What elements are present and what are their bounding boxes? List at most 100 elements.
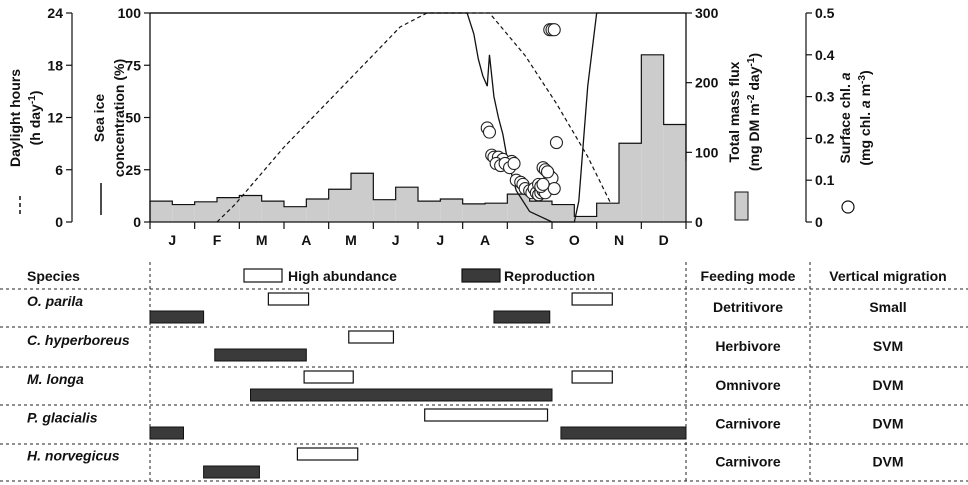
chl-legend-marker (841, 200, 855, 214)
chl-title-line1: Surface chl. a (837, 72, 853, 163)
daylight-line (216, 12, 611, 223)
tick-label: 0.5 (815, 5, 835, 21)
tick-label: 300 (695, 5, 719, 21)
sea-ice-title-line2: concentration (%) (111, 59, 127, 177)
month-label: F (213, 232, 222, 248)
flux-bar (373, 199, 396, 222)
header-species: Species (27, 268, 80, 284)
high-abundance-bar (571, 292, 613, 306)
chl-point (536, 177, 550, 191)
reproduction-bar (214, 348, 307, 362)
mass-flux-title-line2: (mg DM m-2 day-1) (746, 53, 762, 171)
flux-bar (619, 143, 642, 222)
month-label: J (436, 232, 444, 248)
high-abundance-bar (296, 447, 359, 461)
chl-title-line2: (mg chl. a m-3) (857, 70, 873, 165)
vertical-migration: DVM (872, 377, 903, 393)
high-abundance-bar (348, 330, 395, 344)
chl-point (482, 125, 497, 139)
tick-label: 25 (125, 162, 141, 178)
tick-label: 0.3 (815, 89, 835, 105)
month-label: J (392, 232, 400, 248)
axis-mass-flux: 0 100 200 300 (686, 5, 719, 230)
reproduction-bar (250, 388, 553, 402)
sea-ice-title-line1: Sea ice (91, 94, 107, 142)
legend-high-swatch (243, 268, 283, 283)
flux-bar (217, 197, 240, 222)
species-name: H. norvegicus (27, 448, 120, 464)
month-label: S (525, 232, 534, 248)
flux-bar (440, 199, 463, 222)
mass-flux-legend-swatch (734, 191, 749, 221)
header-repro: Reproduction (504, 268, 595, 284)
reproduction-bar (149, 426, 184, 440)
chl-axis-title: Surface chl. a (mg chl. a m-3) (837, 70, 873, 214)
high-abundance-bar (424, 408, 549, 422)
header-feeding: Feeding mode (701, 268, 796, 284)
species-name: C. hyperboreus (27, 332, 130, 348)
flux-bar (663, 124, 686, 222)
flux-bar (641, 54, 664, 222)
month-label: M (345, 232, 357, 248)
feeding-mode: Carnivore (715, 416, 781, 432)
month-label: J (168, 232, 176, 248)
flux-bar (418, 201, 441, 222)
tick-label: 12 (47, 110, 63, 126)
axis-daylight: 0 6 12 18 24 (47, 5, 73, 230)
feeding-mode: Omnivore (715, 377, 781, 393)
tick-label: 200 (695, 75, 719, 91)
high-abundance-bar (303, 370, 354, 384)
month-label: O (569, 232, 580, 248)
flux-bar (395, 187, 418, 222)
tick-label: 0.1 (815, 172, 835, 188)
month-label: A (480, 232, 490, 248)
daylight-axis-title: Daylight hours (h day-1) (7, 69, 43, 216)
tick-label: 0.2 (815, 130, 835, 146)
mass-flux-title-line1: Total mass flux (726, 61, 742, 162)
sea-ice-axis-title: Sea ice concentration (%) (91, 59, 127, 215)
chl-point (540, 165, 555, 179)
flux-bar (507, 194, 530, 222)
high-abundance-bar (571, 370, 613, 384)
reproduction-bar (560, 426, 687, 440)
tick-label: 100 (118, 5, 142, 21)
daylight-title-line2: (h day-1) (27, 91, 43, 146)
species-name: M. longa (27, 371, 84, 387)
chl-point (507, 156, 521, 171)
feeding-mode: Carnivore (715, 454, 781, 470)
month-label: A (301, 232, 311, 248)
vertical-migration: SVM (873, 338, 903, 354)
flux-bar (485, 203, 508, 222)
high-abundance-bar (267, 292, 310, 306)
flux-bar (328, 189, 351, 222)
chl-point (547, 23, 561, 37)
vertical-migration: DVM (872, 454, 903, 470)
axis-chl: 0 0.1 0.2 0.3 0.4 0.5 (805, 5, 835, 230)
mass-flux-axis-title: Total mass flux (mg DM m-2 day-1) (726, 53, 762, 221)
sea-ice-line (150, 12, 686, 223)
flux-bars (149, 54, 687, 222)
flux-bar (239, 195, 262, 222)
flux-bar (552, 204, 575, 222)
flux-bar (150, 201, 173, 222)
flux-bar (574, 216, 597, 222)
table-grid (0, 262, 968, 482)
tick-label: 50 (125, 110, 141, 126)
flux-outline (149, 54, 687, 222)
axis-sea-ice: 0 25 50 75 100 (118, 5, 150, 230)
daylight-series (216, 12, 611, 223)
flux-bar (462, 203, 485, 222)
reproduction-bar (203, 465, 260, 479)
species-name: O. parila (27, 293, 83, 309)
feeding-mode: Herbivore (715, 338, 781, 354)
species-name: P. glacialis (27, 410, 98, 426)
flux-bar (306, 199, 329, 222)
legend-repro-swatch (461, 268, 501, 283)
tick-label: 75 (125, 57, 141, 73)
feeding-mode: Detritivore (713, 299, 783, 315)
header-migration: Vertical migration (829, 268, 946, 284)
vertical-migration: Small (869, 299, 906, 315)
tick-label: 100 (695, 144, 719, 160)
